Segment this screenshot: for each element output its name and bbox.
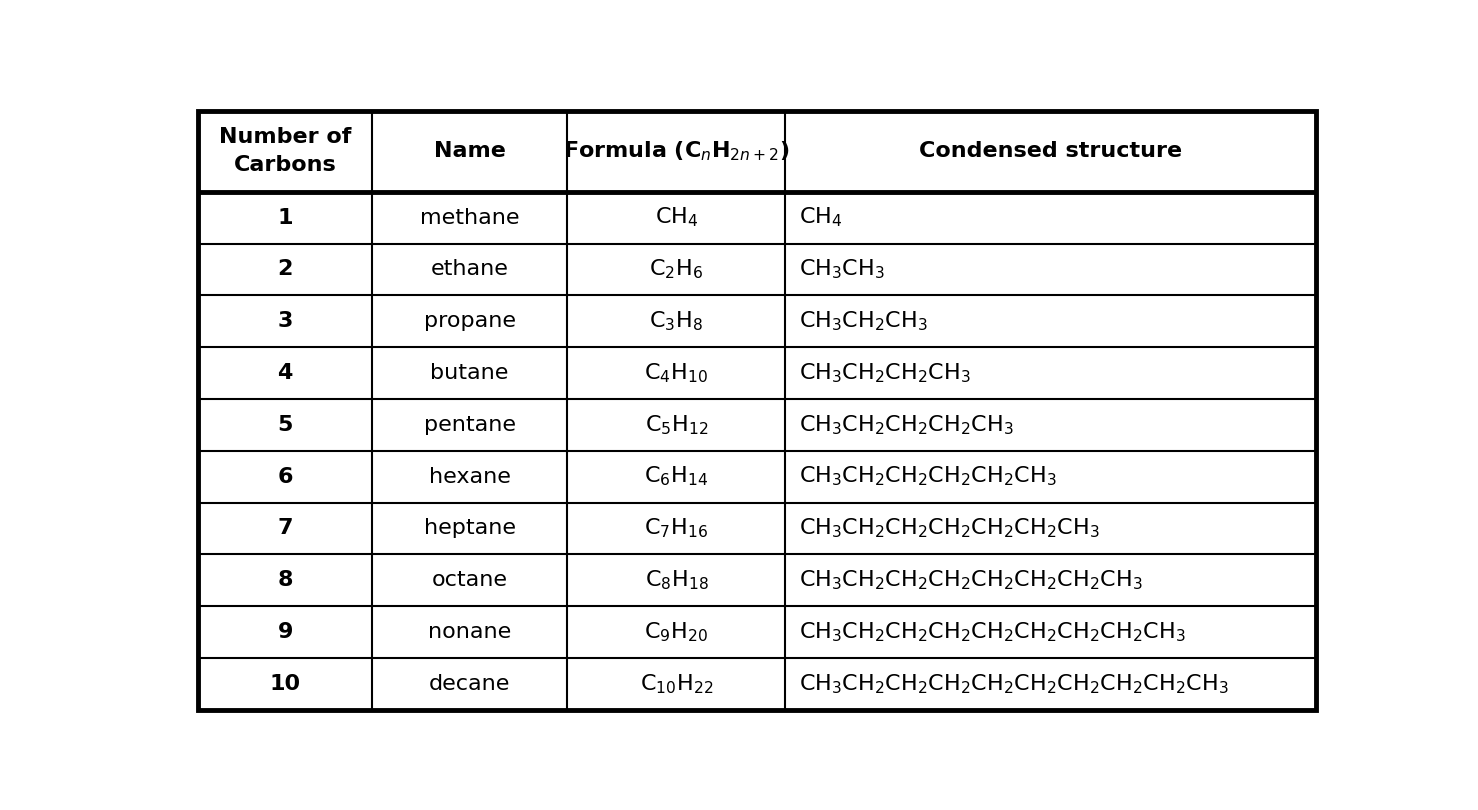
Text: CH$_3$CH$_3$: CH$_3$CH$_3$: [798, 258, 885, 281]
Text: 10: 10: [269, 674, 300, 694]
Text: 6: 6: [278, 467, 293, 487]
Text: Name: Name: [433, 141, 505, 161]
Text: hexane: hexane: [429, 467, 510, 487]
Text: pentane: pentane: [424, 415, 516, 435]
Text: heptane: heptane: [424, 518, 516, 539]
Text: C$_{10}$H$_{22}$: C$_{10}$H$_{22}$: [640, 672, 712, 696]
Text: 5: 5: [278, 415, 293, 435]
Text: CH$_3$CH$_2$CH$_2$CH$_2$CH$_2$CH$_3$: CH$_3$CH$_2$CH$_2$CH$_2$CH$_2$CH$_3$: [798, 465, 1057, 488]
Text: 4: 4: [278, 363, 293, 383]
Text: butane: butane: [430, 363, 508, 383]
Text: C$_4$H$_{10}$: C$_4$H$_{10}$: [644, 361, 708, 385]
Text: CH$_4$: CH$_4$: [798, 206, 842, 229]
Text: C$_3$H$_8$: C$_3$H$_8$: [649, 309, 704, 333]
Text: CH$_4$: CH$_4$: [655, 206, 698, 229]
Text: propane: propane: [424, 311, 516, 331]
Text: nonane: nonane: [429, 622, 511, 642]
Text: 7: 7: [278, 518, 293, 539]
Text: C$_9$H$_{20}$: C$_9$H$_{20}$: [644, 620, 708, 644]
Text: C$_7$H$_{16}$: C$_7$H$_{16}$: [644, 517, 708, 540]
Text: octane: octane: [432, 570, 507, 590]
Text: 2: 2: [278, 259, 293, 279]
Text: C$_2$H$_6$: C$_2$H$_6$: [649, 258, 704, 281]
Text: 3: 3: [278, 311, 293, 331]
Text: CH$_3$CH$_2$CH$_3$: CH$_3$CH$_2$CH$_3$: [798, 309, 928, 333]
Text: C$_5$H$_{12}$: C$_5$H$_{12}$: [644, 413, 708, 437]
Text: ethane: ethane: [430, 259, 508, 279]
Text: CH$_3$CH$_2$CH$_2$CH$_2$CH$_2$CH$_2$CH$_2$CH$_2$CH$_2$CH$_3$: CH$_3$CH$_2$CH$_2$CH$_2$CH$_2$CH$_2$CH$_…: [798, 672, 1228, 696]
Text: CH$_3$CH$_2$CH$_2$CH$_3$: CH$_3$CH$_2$CH$_2$CH$_3$: [798, 361, 971, 385]
Text: Condensed structure: Condensed structure: [919, 141, 1182, 161]
Text: 9: 9: [278, 622, 293, 642]
Text: CH$_3$CH$_2$CH$_2$CH$_2$CH$_3$: CH$_3$CH$_2$CH$_2$CH$_2$CH$_3$: [798, 413, 1014, 437]
Text: CH$_3$CH$_2$CH$_2$CH$_2$CH$_2$CH$_2$CH$_3$: CH$_3$CH$_2$CH$_2$CH$_2$CH$_2$CH$_2$CH$_…: [798, 517, 1100, 540]
Text: methane: methane: [420, 207, 519, 228]
Text: C$_8$H$_{18}$: C$_8$H$_{18}$: [644, 569, 708, 592]
Text: Number of
Carbons: Number of Carbons: [219, 127, 352, 175]
Text: C$_6$H$_{14}$: C$_6$H$_{14}$: [644, 465, 708, 488]
Text: CH$_3$CH$_2$CH$_2$CH$_2$CH$_2$CH$_2$CH$_2$CH$_2$CH$_3$: CH$_3$CH$_2$CH$_2$CH$_2$CH$_2$CH$_2$CH$_…: [798, 620, 1185, 644]
Text: decane: decane: [429, 674, 510, 694]
Text: CH$_3$CH$_2$CH$_2$CH$_2$CH$_2$CH$_2$CH$_2$CH$_3$: CH$_3$CH$_2$CH$_2$CH$_2$CH$_2$CH$_2$CH$_…: [798, 569, 1142, 592]
Text: 1: 1: [278, 207, 293, 228]
Text: Formula (C$_n$H$_{2n+2}$): Formula (C$_n$H$_{2n+2}$): [563, 139, 789, 163]
Text: 8: 8: [278, 570, 293, 590]
